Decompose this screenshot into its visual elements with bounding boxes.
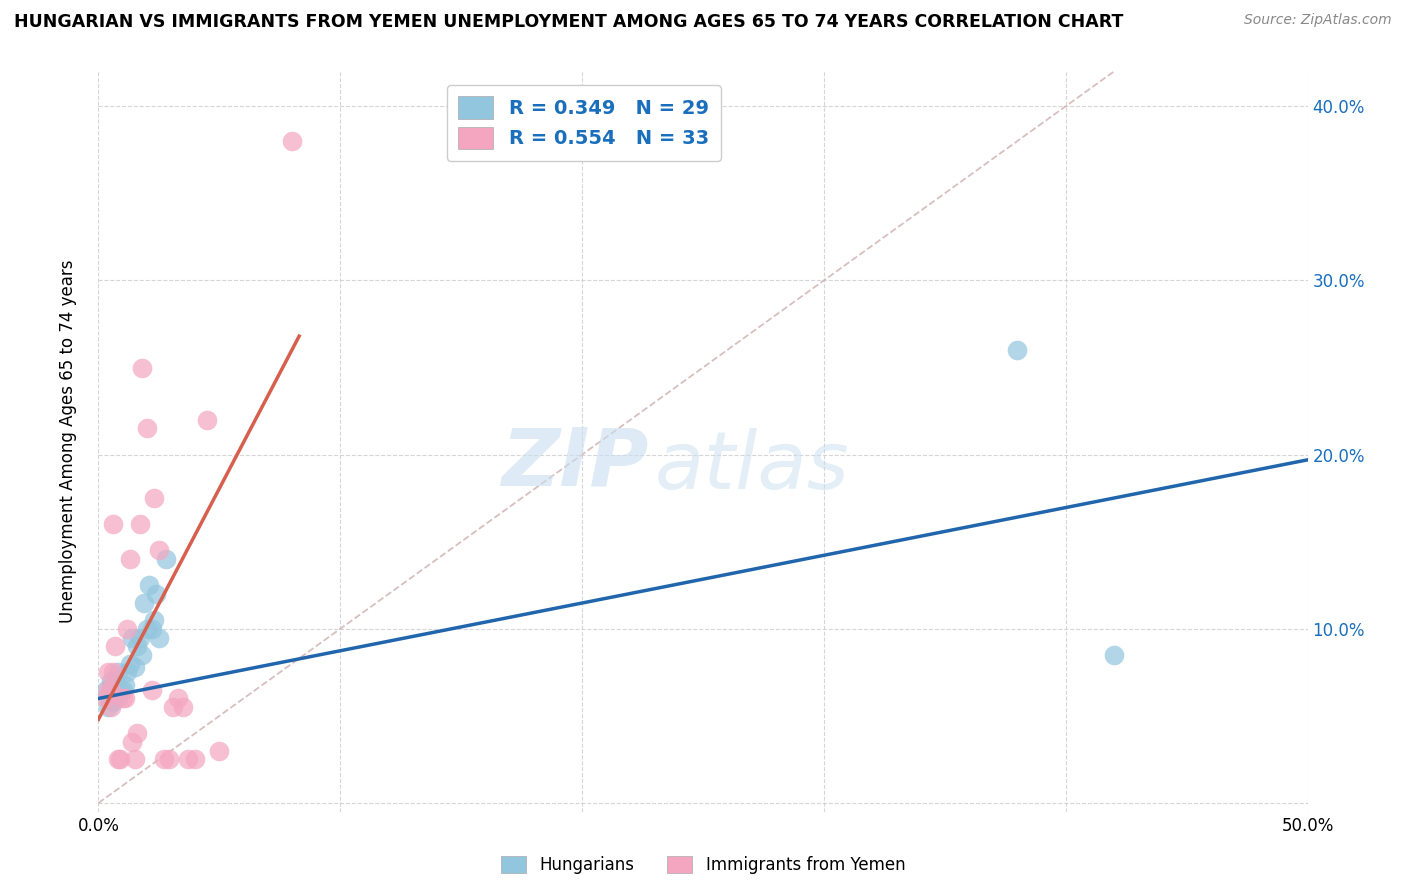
Point	[107, 665, 129, 680]
Text: atlas: atlas	[655, 428, 849, 507]
Point	[111, 682, 134, 697]
Point	[97, 700, 120, 714]
Point	[100, 682, 122, 697]
Point	[97, 691, 120, 706]
Point	[101, 517, 124, 532]
Point	[145, 587, 167, 601]
Point	[124, 752, 146, 766]
Y-axis label: Unemployment Among Ages 65 to 74 years: Unemployment Among Ages 65 to 74 years	[59, 260, 77, 624]
Text: ZIP: ZIP	[501, 425, 648, 503]
Point	[97, 665, 120, 680]
Point	[134, 596, 156, 610]
Point	[135, 421, 157, 435]
Point	[100, 700, 122, 714]
Legend: Hungarians, Immigrants from Yemen: Hungarians, Immigrants from Yemen	[494, 849, 912, 881]
Point	[94, 691, 117, 706]
Point	[100, 682, 122, 697]
Point	[1102, 648, 1125, 662]
Point	[148, 631, 170, 645]
Point	[94, 682, 117, 697]
Point	[104, 674, 127, 689]
Point	[121, 735, 143, 749]
Point	[155, 552, 177, 566]
Point	[111, 691, 134, 706]
Point	[104, 639, 127, 653]
Point	[128, 517, 150, 532]
Point	[195, 413, 218, 427]
Point	[97, 682, 120, 697]
Point	[138, 578, 160, 592]
Point	[131, 360, 153, 375]
Point	[131, 648, 153, 662]
Point	[117, 622, 139, 636]
Point	[124, 660, 146, 674]
Point	[100, 674, 122, 689]
Text: HUNGARIAN VS IMMIGRANTS FROM YEMEN UNEMPLOYMENT AMONG AGES 65 TO 74 YEARS CORREL: HUNGARIAN VS IMMIGRANTS FROM YEMEN UNEMP…	[14, 13, 1123, 31]
Point	[128, 631, 150, 645]
Point	[135, 622, 157, 636]
Point	[108, 752, 131, 766]
Point	[143, 491, 166, 505]
Point	[101, 665, 124, 680]
Point	[101, 695, 124, 709]
Point	[152, 752, 174, 766]
Point	[141, 682, 163, 697]
Point	[114, 677, 136, 691]
Point	[184, 752, 207, 766]
Point	[127, 726, 149, 740]
Point	[118, 552, 141, 566]
Point	[118, 657, 141, 671]
Point	[1007, 343, 1029, 357]
Point	[117, 665, 139, 680]
Point	[281, 134, 304, 148]
Point	[148, 543, 170, 558]
Point	[208, 744, 231, 758]
Point	[127, 639, 149, 653]
Point	[177, 752, 200, 766]
Text: Source: ZipAtlas.com: Source: ZipAtlas.com	[1244, 13, 1392, 28]
Point	[157, 752, 180, 766]
Point	[114, 691, 136, 706]
Point	[162, 700, 184, 714]
Point	[107, 752, 129, 766]
Point	[141, 622, 163, 636]
Legend: R = 0.349   N = 29, R = 0.554   N = 33: R = 0.349 N = 29, R = 0.554 N = 33	[447, 85, 721, 161]
Point	[167, 691, 190, 706]
Point	[172, 700, 194, 714]
Point	[107, 691, 129, 706]
Point	[108, 682, 131, 697]
Point	[121, 631, 143, 645]
Point	[143, 613, 166, 627]
